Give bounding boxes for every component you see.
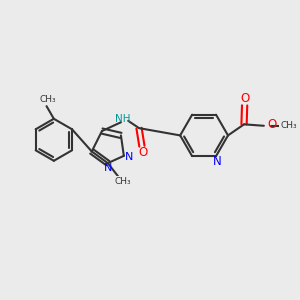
Text: NH: NH	[115, 114, 130, 124]
Text: N: N	[213, 155, 222, 168]
Text: N: N	[125, 152, 133, 162]
Text: O: O	[267, 118, 277, 131]
Text: CH₃: CH₃	[114, 177, 131, 186]
Text: O: O	[138, 146, 147, 159]
Text: CH₃: CH₃	[40, 95, 56, 104]
Text: CH₃: CH₃	[280, 121, 297, 130]
Text: O: O	[240, 92, 249, 105]
Text: N: N	[104, 164, 112, 173]
